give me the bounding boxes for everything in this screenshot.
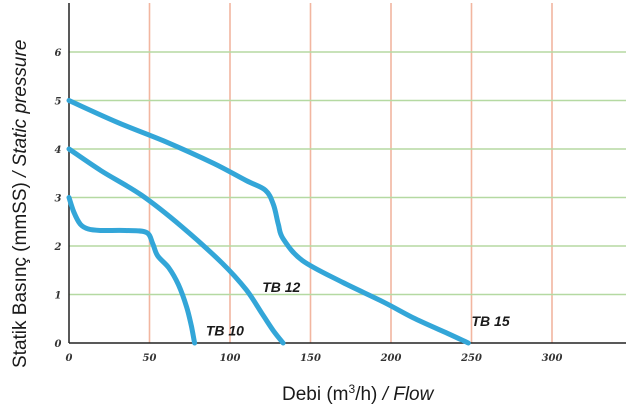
series-lines (66, 98, 471, 346)
x-tick-label: 250 (460, 353, 482, 364)
axes (68, 3, 626, 344)
series-labels: TB 10 TB 12 TB 15 (206, 279, 510, 339)
x-tick-label: 50 (143, 353, 157, 364)
x-tick-label: 100 (220, 353, 241, 364)
y-tick-label: 2 (54, 242, 62, 253)
x-tick-label: 0 (66, 353, 73, 364)
y-axis-title-main: Statik Basınç (mmSS) (10, 182, 31, 368)
x-tick-labels: 0 50 100 150 200 250 300 (66, 353, 563, 364)
x-axis-title-main: Debi (m (282, 384, 349, 405)
y-axis-title: Statik Basınç (mmSS) / Static pressure (10, 40, 31, 368)
x-axis-title-unit: /h) (355, 384, 377, 405)
y-tick-label: 0 (55, 339, 62, 350)
x-tick-label: 300 (542, 353, 563, 364)
series-line-tb-12 (66, 146, 286, 346)
x-axis-title-italic: / Flow (377, 384, 434, 405)
series-label-tb-15: TB 15 (472, 313, 510, 329)
series-label-tb-12: TB 12 (262, 279, 300, 295)
y-tick-label: 5 (55, 97, 62, 108)
x-axis-title: Debi (m3/h) / Flow (282, 382, 435, 405)
x-axis-title-sup: 3 (349, 382, 356, 396)
grid (69, 3, 626, 343)
series-line-tb-15 (66, 98, 471, 346)
y-tick-label: 3 (55, 194, 62, 205)
x-tick-label: 150 (300, 353, 321, 364)
y-tick-labels: 0 1 2 3 4 5 6 (54, 48, 62, 350)
y-tick-label: 1 (55, 291, 62, 302)
x-tick-label: 200 (380, 353, 402, 364)
series-line-tb-10 (66, 195, 198, 346)
y-tick-label: 6 (55, 48, 62, 59)
y-tick-label: 4 (55, 145, 62, 156)
series-label-tb-10: TB 10 (206, 323, 244, 339)
y-axis-title-italic: / Static pressure (10, 40, 31, 183)
